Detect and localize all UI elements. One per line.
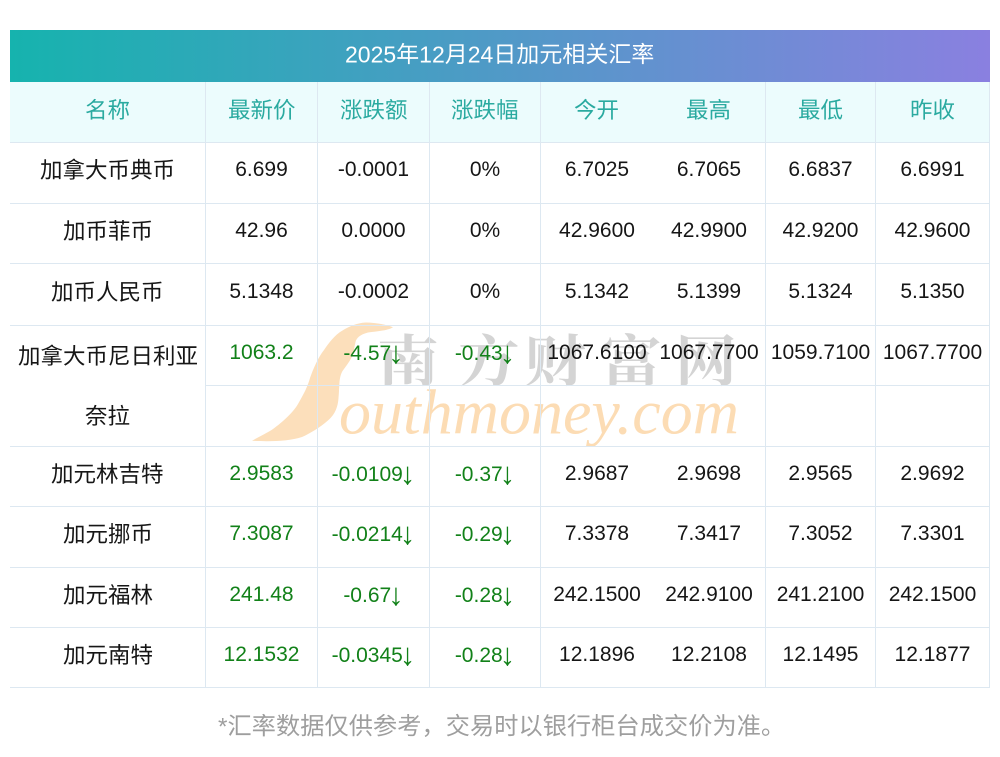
svg-text:outhmoney.com: outhmoney.com xyxy=(339,377,739,448)
svg-text:12: 12 xyxy=(419,42,445,67)
svg-text:24: 24 xyxy=(468,42,494,67)
svg-text:2025: 2025 xyxy=(345,42,396,67)
svg-text:*: * xyxy=(218,713,228,739)
